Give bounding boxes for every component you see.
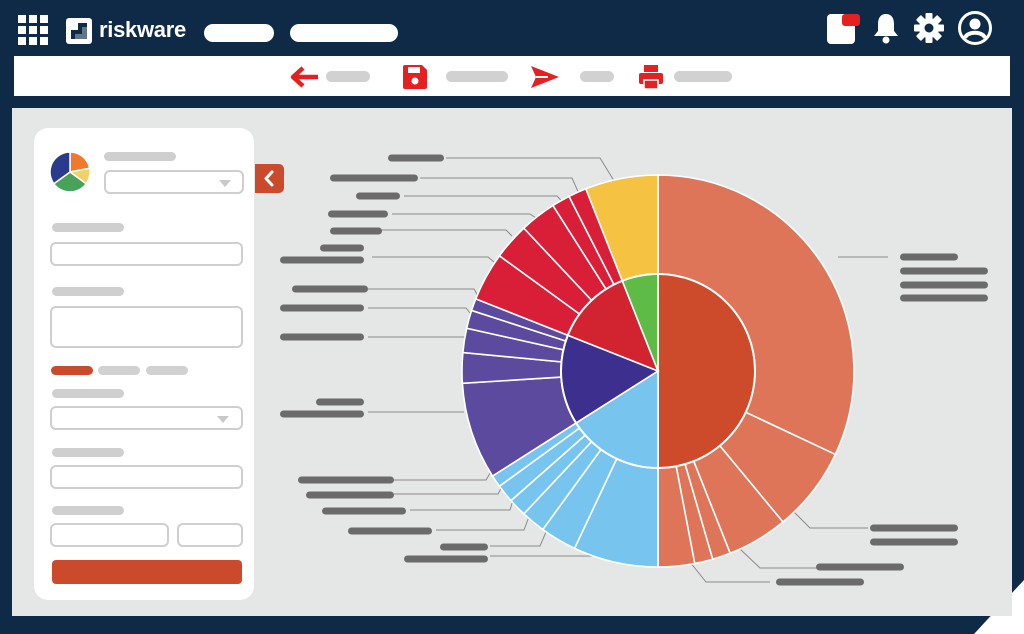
slice-label-placeholder: [292, 285, 368, 293]
field-label-5: [52, 506, 124, 515]
slice-label-placeholder: [322, 507, 406, 515]
field-label-2: [52, 287, 124, 296]
leader-line: [789, 507, 868, 529]
slice-label-placeholder: [328, 210, 388, 218]
text-field-3b[interactable]: [177, 523, 243, 547]
gear-icon[interactable]: [913, 12, 945, 44]
slice-label-placeholder: [316, 398, 364, 406]
back-arrow-icon[interactable]: [290, 66, 320, 88]
sidebar-panel: [34, 128, 254, 600]
chart-type-label: [104, 152, 176, 161]
app-grid-icon[interactable]: [18, 15, 48, 45]
slice-label-placeholder: [280, 304, 364, 312]
field-label-1: [52, 223, 124, 232]
text-area-1[interactable]: [50, 306, 243, 348]
tab-2[interactable]: [98, 366, 140, 375]
slice-label-placeholder: [900, 267, 988, 275]
text-field-2[interactable]: [50, 465, 243, 489]
bell-icon[interactable]: [873, 12, 899, 44]
slice-label-placeholder: [900, 281, 988, 289]
slice-label-placeholder: [298, 476, 394, 484]
user-profile-icon[interactable]: [957, 10, 993, 46]
leader-line: [368, 288, 479, 297]
leader-line: [410, 496, 515, 511]
slice-label-placeholder: [388, 154, 444, 162]
riskware-logo-icon: [66, 18, 92, 44]
slice-label-placeholder: [330, 227, 382, 235]
print-label[interactable]: [674, 71, 732, 82]
chevron-down-icon: [217, 416, 229, 423]
tab-active[interactable]: [51, 366, 93, 375]
leader-line: [380, 229, 513, 237]
chevron-down-icon: [219, 180, 231, 187]
leader-line: [689, 561, 770, 583]
leader-line: [446, 157, 617, 185]
chevron-left-icon[interactable]: [255, 164, 284, 193]
submit-button[interactable]: [52, 560, 242, 584]
header-nav-link-1[interactable]: [204, 24, 274, 42]
select-field-1[interactable]: [50, 406, 243, 430]
field-label-3: [52, 389, 124, 398]
slice-label-placeholder: [870, 524, 958, 532]
pie-chart-icon: [48, 150, 92, 194]
leader-line: [394, 482, 505, 495]
inner-ring: [560, 273, 756, 469]
leader-line: [394, 469, 493, 481]
save-icon[interactable]: [402, 64, 428, 90]
chart-labels: [280, 154, 988, 586]
slice-label-placeholder: [330, 174, 418, 182]
leader-line: [392, 213, 537, 219]
slice-label-placeholder: [900, 294, 988, 302]
back-label[interactable]: [326, 71, 370, 82]
leader-line: [420, 177, 581, 197]
leader-line: [436, 513, 531, 531]
slice-label-placeholder: [280, 256, 364, 264]
tab-3[interactable]: [146, 366, 188, 375]
header-nav-link-2[interactable]: [290, 24, 398, 42]
send-label[interactable]: [580, 71, 614, 82]
slice-label-placeholder: [356, 192, 400, 200]
leader-line: [372, 256, 495, 263]
slice-label-placeholder: [280, 410, 364, 418]
leader-line: [739, 548, 818, 569]
save-label[interactable]: [446, 71, 508, 82]
field-label-4: [52, 448, 124, 457]
slice-label-placeholder: [870, 538, 958, 546]
text-field-1[interactable]: [50, 242, 243, 266]
text-field-3a[interactable]: [50, 523, 169, 547]
leader-line: [368, 307, 471, 314]
send-icon[interactable]: [530, 65, 560, 89]
slice-label-placeholder: [306, 491, 394, 499]
slice-label-placeholder: [320, 244, 364, 252]
chart-type-select[interactable]: [104, 170, 244, 194]
print-icon[interactable]: [638, 64, 664, 90]
slice-label-placeholder: [404, 555, 488, 563]
slice-label-placeholder: [440, 543, 488, 551]
slice-label-placeholder: [280, 333, 364, 341]
leader-lines: [368, 157, 888, 583]
toolbar: [14, 56, 1010, 96]
slice-label-placeholder: [816, 563, 904, 571]
slice-label-placeholder: [776, 578, 864, 586]
slice-label-placeholder: [900, 253, 958, 261]
leader-line: [404, 195, 568, 208]
brand-name: riskware: [99, 17, 186, 42]
leader-line: [490, 531, 547, 547]
notification-badge-icon[interactable]: [826, 12, 862, 46]
slice-label-placeholder: [348, 527, 432, 535]
